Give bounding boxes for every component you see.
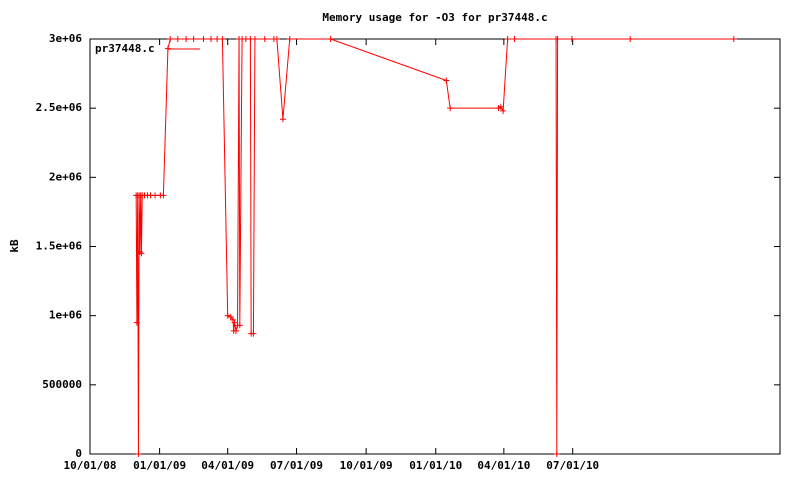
point-marker — [553, 451, 560, 457]
y-tick-label: 2.5e+06 — [36, 101, 83, 114]
x-tick-label: 04/01/10 — [477, 459, 530, 472]
y-axis-label: kB — [8, 239, 21, 253]
point-marker — [261, 36, 268, 42]
y-tick-label: 2e+06 — [49, 170, 82, 183]
point-marker — [167, 36, 174, 42]
point-marker — [250, 330, 257, 337]
point-marker — [273, 36, 280, 42]
x-tick-label: 04/01/09 — [201, 459, 254, 472]
point-marker — [568, 36, 575, 42]
point-marker — [447, 105, 454, 112]
point-marker — [511, 36, 518, 42]
point-marker — [443, 77, 450, 84]
point-marker — [327, 36, 334, 42]
legend-label: pr37448.c — [95, 42, 155, 55]
point-marker — [497, 103, 504, 110]
point-marker — [138, 250, 145, 257]
point-marker — [233, 327, 240, 334]
point-marker — [135, 451, 142, 457]
point-marker — [286, 36, 293, 42]
point-marker — [500, 107, 507, 114]
point-marker — [219, 36, 226, 42]
point-marker — [208, 36, 215, 42]
point-marker — [236, 322, 243, 329]
y-tick-label: 3e+06 — [49, 32, 82, 45]
y-tick-label: 1.5e+06 — [36, 240, 83, 253]
point-marker — [224, 312, 231, 319]
point-marker — [730, 36, 737, 42]
x-tick-label: 01/01/10 — [409, 459, 462, 472]
point-marker — [279, 116, 286, 123]
plot-frame — [89, 38, 781, 455]
point-marker — [627, 36, 634, 42]
x-tick-label: 01/01/09 — [133, 459, 186, 472]
y-tick-label: 0 — [75, 447, 82, 460]
y-tick-label: 1e+06 — [49, 309, 82, 322]
point-marker — [183, 36, 190, 42]
point-marker — [133, 319, 140, 326]
series-line — [135, 38, 734, 455]
x-tick-label: 07/01/10 — [546, 459, 599, 472]
point-marker — [152, 192, 159, 199]
point-marker — [160, 192, 167, 199]
point-marker — [231, 319, 238, 326]
x-tick-label: 10/01/08 — [64, 459, 117, 472]
x-tick-label: 07/01/09 — [270, 459, 323, 472]
chart-title: Memory usage for -O3 for pr37448.c — [322, 11, 547, 24]
y-tick-label: 500000 — [42, 378, 82, 391]
point-marker — [174, 36, 181, 42]
point-marker — [251, 36, 258, 42]
point-marker — [554, 36, 561, 42]
point-marker — [190, 36, 197, 42]
point-marker — [200, 36, 207, 42]
point-marker — [504, 36, 511, 42]
point-marker — [214, 36, 221, 42]
x-tick-label: 10/01/09 — [340, 459, 393, 472]
